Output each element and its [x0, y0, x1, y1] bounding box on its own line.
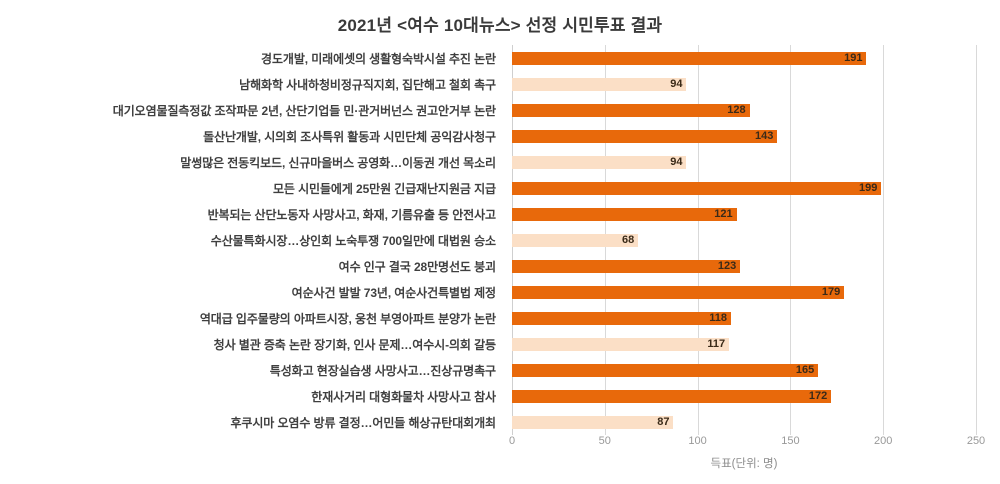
bar-track: 165: [512, 357, 982, 383]
category-label: 역대급 입주물량의 아파트시장, 웅천 부영아파트 분양가 논란: [199, 311, 496, 326]
bar-track: 143: [512, 123, 982, 149]
bar-value-label: 94: [670, 155, 683, 168]
bar-value-label: 68: [621, 233, 635, 246]
x-tick-label-100: 100: [688, 435, 707, 447]
bar-row: 특성화고 현장실습생 사망사고…진상규명촉구 165: [0, 357, 1000, 383]
chart-title: 2021년 <여수 10대뉴스> 선정 시민투표 결과: [337, 16, 663, 35]
bar-track: 179: [512, 279, 982, 305]
x-tick-label-50: 50: [598, 435, 611, 447]
bar-row: 남해화학 사내하청비정규직지회, 집단해고 철회 촉구 94: [0, 71, 1000, 97]
bar[interactable]: 94: [512, 77, 687, 91]
bar-value-label: 87: [657, 415, 670, 428]
bar-rows: 경도개발, 미래에셋의 생활형숙박시설 추진 논란 191 남해화학 사내하청비정규…: [0, 45, 1000, 435]
category-label: 청사 별관 증축 논란 장기화, 인사 문제…여수시-의회 갈등: [213, 337, 496, 352]
category-label: 돌산난개발, 시의회 조사특위 활동과 시민단체 공익감사청구: [203, 129, 496, 144]
bar-track: 68: [512, 227, 982, 253]
bar-value-label: 143: [755, 129, 774, 142]
bar-row: 말썽많은 전동킥보드, 신규마을버스 공영화…이동권 개선 목소리 94: [0, 149, 1000, 175]
bar[interactable]: 123: [512, 259, 741, 273]
bar-value-label: 165: [795, 363, 815, 376]
bar[interactable]: 128: [512, 103, 750, 117]
bar-row: 경도개발, 미래에셋의 생활형숙박시설 추진 논란 191: [0, 45, 1000, 71]
x-axis-ticks: 0 50 100 150 200 250: [0, 435, 1000, 455]
bar[interactable]: 172: [512, 389, 832, 403]
category-label: 모든 시민들에게 25만원 긴급재난지원금 지급: [272, 181, 496, 196]
category-label: 후쿠시마 오염수 방류 결정…어민들 해상규탄대회개최: [230, 415, 496, 430]
bar-value-label: 179: [821, 285, 841, 298]
category-label: 수산물특화시장…상인회 노숙투쟁 700일만에 대법원 승소: [210, 233, 496, 248]
bar-value-label: 128: [727, 103, 746, 116]
bar-track: 87: [512, 409, 982, 435]
bar[interactable]: 121: [512, 207, 737, 221]
bar-row: 후쿠시마 오염수 방류 결정…어민들 해상규탄대회개최 87: [0, 409, 1000, 435]
bar-value-label: 191: [844, 51, 863, 64]
bar-track: 128: [512, 97, 982, 123]
bar-row: 대기오염물질측정값 조작파문 2년, 산단기업들 민·관거버넌스 권고안거부 논…: [0, 97, 1000, 123]
bar-track: 172: [512, 383, 982, 409]
bar-value-label: 94: [670, 77, 683, 90]
bar-row: 여수 인구 결국 28만명선도 붕괴 123: [0, 253, 1000, 279]
category-label: 경도개발, 미래에셋의 생활형숙박시설 추진 논란: [261, 51, 496, 66]
bar-track: 123: [512, 253, 982, 279]
bar-row: 반복되는 산단노동자 사망사고, 화재, 기름유출 등 안전사고 121: [0, 201, 1000, 227]
x-tick-label-200: 200: [874, 435, 893, 447]
x-axis-title: 득표(단위: 명): [710, 458, 778, 470]
category-label: 한재사거리 대형화물차 사망사고 참사: [311, 389, 496, 404]
bar-value-label: 118: [709, 311, 727, 324]
bar[interactable]: 118: [512, 311, 731, 325]
bar[interactable]: 117: [512, 337, 730, 351]
bar-row: 수산물특화시장…상인회 노숙투쟁 700일만에 대법원 승소 68: [0, 227, 1000, 253]
bar-row: 한재사거리 대형화물차 사망사고 참사 172: [0, 383, 1000, 409]
plot-area: 경도개발, 미래에셋의 생활형숙박시설 추진 논란 191 남해화학 사내하청비정규…: [0, 45, 1000, 435]
bar-row: 여순사건 발발 73년, 여순사건특별법 제정 179: [0, 279, 1000, 305]
bar[interactable]: 191: [512, 51, 867, 65]
category-label: 반복되는 산단노동자 사망사고, 화재, 기름유출 등 안전사고: [207, 207, 497, 222]
bar-track: 118: [512, 305, 982, 331]
category-label: 대기오염물질측정값 조작파문 2년, 산단기업들 민·관거버넌스 권고안거부 논…: [112, 103, 496, 118]
bar[interactable]: 179: [512, 285, 845, 299]
bar[interactable]: 165: [512, 363, 819, 377]
bar[interactable]: 87: [512, 415, 674, 429]
category-label: 말썽많은 전동킥보드, 신규마을버스 공영화…이동권 개선 목소리: [180, 155, 496, 170]
bar-track: 117: [512, 331, 982, 357]
bar-track: 191: [512, 45, 982, 71]
bar-row: 돌산난개발, 시의회 조사특위 활동과 시민단체 공익감사청구 143: [0, 123, 1000, 149]
category-label: 여순사건 발발 73년, 여순사건특별법 제정: [291, 285, 496, 300]
bar-value-label: 172: [808, 389, 828, 402]
bar-row: 청사 별관 증축 논란 장기화, 인사 문제…여수시-의회 갈등 117: [0, 331, 1000, 357]
x-tick-label-250: 250: [966, 435, 986, 447]
bar-value-label: 199: [858, 181, 878, 194]
bar-track: 94: [512, 71, 982, 97]
x-tick-label-0: 0: [508, 435, 516, 447]
category-label: 여수 인구 결국 28만명선도 붕괴: [338, 259, 496, 274]
bar-track: 199: [512, 175, 982, 201]
bar[interactable]: 199: [512, 181, 882, 195]
bar[interactable]: 68: [512, 233, 639, 247]
bar-row: 역대급 입주물량의 아파트시장, 웅천 부영아파트 분양가 논란 118: [0, 305, 1000, 331]
bar[interactable]: 143: [512, 129, 778, 143]
bar-value-label: 123: [717, 259, 737, 272]
bar-value-label: 121: [714, 207, 733, 220]
x-tick-label-150: 150: [781, 435, 800, 447]
category-label: 특성화고 현장실습생 사망사고…진상규명촉구: [269, 363, 496, 378]
bar-value-label: 117: [707, 337, 726, 350]
bar-track: 121: [512, 201, 982, 227]
bar-row: 모든 시민들에게 25만원 긴급재난지원금 지급 199: [0, 175, 1000, 201]
bar-track: 94: [512, 149, 982, 175]
bar[interactable]: 94: [512, 155, 687, 169]
category-label: 남해화학 사내하청비정규직지회, 집단해고 철회 촉구: [239, 77, 496, 92]
